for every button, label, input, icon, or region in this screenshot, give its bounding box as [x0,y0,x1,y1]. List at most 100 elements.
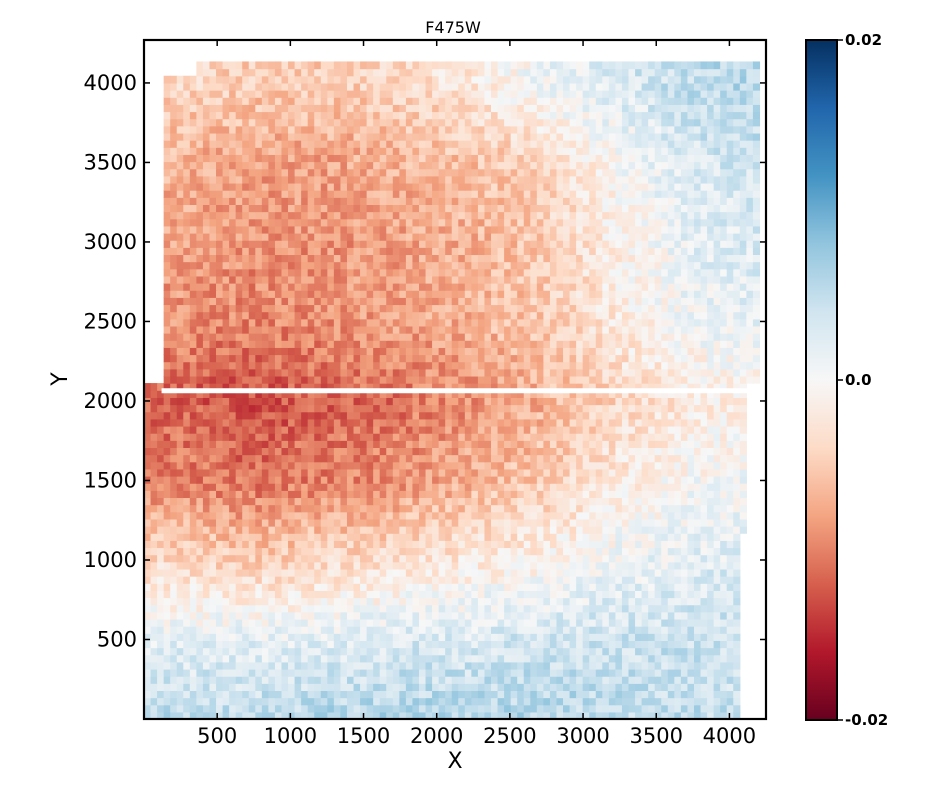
heatmap-cell [216,354,224,363]
heatmap-cell [530,433,538,441]
heatmap-cell [301,433,309,441]
heatmap-cell [549,590,558,599]
heatmap-cell [294,568,302,577]
heatmap-cell [464,411,472,420]
heatmap-cell [595,461,603,470]
heatmap-cell [333,697,342,706]
heatmap-cell [445,661,453,670]
heatmap-cell [726,375,734,384]
heatmap-cell [170,540,178,549]
heatmap-cell [700,704,708,713]
heatmap-cell [517,654,525,663]
heatmap-cell [445,533,453,541]
heatmap-cell [648,547,656,556]
heatmap-cell [379,440,387,448]
heatmap-cell [602,561,610,570]
heatmap-cell [451,397,459,406]
heatmap-cell [248,704,256,713]
heatmap-cell [255,690,263,699]
heatmap-cell [497,468,505,477]
heatmap-cell [176,490,184,499]
heatmap-cell [366,361,374,370]
heatmap-cell [595,704,603,713]
heatmap-cell [680,583,689,591]
heatmap-cell [144,583,152,591]
heatmap-cell [150,583,158,591]
heatmap-cell [504,354,512,363]
heatmap-cell [157,704,165,713]
heatmap-cell [589,440,597,448]
heatmap-cell [451,526,459,534]
heatmap-cell [445,526,453,534]
heatmap-cell [569,683,577,692]
heatmap-cell [523,497,531,506]
heatmap-cell [458,611,466,620]
heatmap-cell [458,583,466,591]
heatmap-cell [229,547,237,556]
heatmap-cell [261,354,269,363]
heatmap-cell [582,404,590,413]
heatmap-cell [713,361,721,370]
heatmap-cell [687,690,695,699]
heatmap-cell [726,640,734,649]
heatmap-cell [425,554,433,563]
heatmap-cell [288,333,296,341]
heatmap-cell [628,704,636,713]
heatmap-cell [621,583,630,591]
heatmap-cell [556,390,564,398]
heatmap-cell [602,661,610,670]
heatmap-cell [209,504,217,513]
heatmap-cell [209,447,217,456]
heatmap-cell [628,676,636,684]
heatmap-cell [242,583,250,591]
heatmap-cell [176,618,184,627]
heatmap-cell [563,383,571,391]
heatmap-cell [170,333,178,341]
heatmap-cell [536,483,544,491]
heatmap-cell [373,547,381,556]
heatmap-cell [340,354,348,363]
heatmap-cell [432,676,440,684]
heatmap-cell [386,397,394,406]
heatmap-cell [346,368,355,377]
heatmap-cell [621,504,630,513]
heatmap-cell [366,433,374,441]
heatmap-cell [425,518,433,527]
heatmap-cell [504,526,512,534]
heatmap-cell [301,368,309,377]
heatmap-cell [569,511,577,520]
heatmap-cell [176,640,184,649]
heatmap-cell [667,697,675,706]
heatmap-cell [346,611,355,620]
heatmap-cell [602,640,610,649]
heatmap-cell [255,697,263,706]
heatmap-cell [418,683,427,692]
heatmap-cell [248,454,256,463]
heatmap-cell [504,604,512,613]
heatmap-cell [386,604,394,613]
heatmap-cell [327,433,335,441]
heatmap-cell [261,433,269,441]
heatmap-cell [484,504,492,513]
heatmap-cell [569,447,577,456]
heatmap-cell [418,418,427,427]
heatmap-cell [569,676,577,684]
heatmap-cell [589,618,597,627]
heatmap-cell [687,397,695,406]
heatmap-cell [379,611,387,620]
heatmap-cell [707,668,715,677]
heatmap-cell [654,633,662,641]
heatmap-cell [661,704,669,713]
heatmap-cell [451,375,459,384]
heatmap-cell [536,447,544,456]
heatmap-cell [157,518,165,527]
heatmap-cell [170,411,178,420]
heatmap-cell [386,654,394,663]
heatmap-cell [170,425,178,434]
heatmap-cell [327,425,335,434]
heatmap-cell [628,583,636,591]
heatmap-cell [183,433,191,441]
heatmap-cell [713,690,721,699]
heatmap-cell [216,347,224,356]
heatmap-cell [412,333,420,341]
